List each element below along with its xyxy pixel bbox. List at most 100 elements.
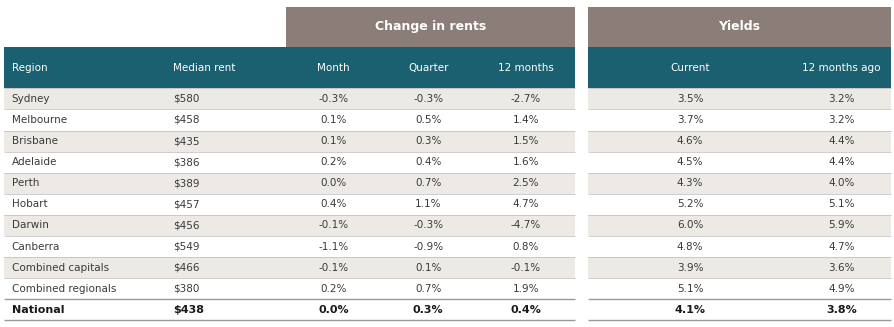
Text: -0.1%: -0.1% (318, 263, 348, 273)
Text: Change in rents: Change in rents (375, 21, 486, 33)
Text: -0.3%: -0.3% (413, 94, 443, 104)
Text: 4.4%: 4.4% (827, 157, 854, 167)
Text: 0.3%: 0.3% (412, 305, 443, 315)
Text: Quarter: Quarter (408, 63, 448, 73)
Bar (587, 152, 890, 173)
Bar (587, 88, 890, 110)
Text: Yields: Yields (718, 21, 759, 33)
Text: 1.6%: 1.6% (512, 157, 538, 167)
Bar (587, 173, 890, 194)
Text: Month: Month (316, 63, 350, 73)
Bar (575, 215, 587, 236)
Text: $458: $458 (173, 115, 199, 125)
Text: $580: $580 (173, 94, 198, 104)
Text: Darwin: Darwin (12, 220, 48, 231)
Bar (575, 278, 587, 299)
Bar (4, 278, 575, 299)
Text: 4.6%: 4.6% (676, 136, 703, 146)
Text: Sydney: Sydney (12, 94, 50, 104)
Text: 0.0%: 0.0% (317, 305, 349, 315)
Text: 0.5%: 0.5% (415, 115, 441, 125)
Bar (587, 194, 890, 215)
Bar (575, 194, 587, 215)
Bar (4, 194, 575, 215)
Text: 4.8%: 4.8% (676, 242, 703, 251)
Text: -4.7%: -4.7% (510, 220, 540, 231)
Text: 0.4%: 0.4% (320, 199, 346, 209)
Text: Median rent: Median rent (173, 63, 235, 73)
Bar (4, 215, 575, 236)
Text: 4.3%: 4.3% (676, 178, 703, 188)
Text: 6.0%: 6.0% (676, 220, 703, 231)
Bar (575, 152, 587, 173)
Text: $549: $549 (173, 242, 199, 251)
Text: 1.9%: 1.9% (512, 284, 538, 294)
Bar (587, 299, 890, 320)
Text: -0.9%: -0.9% (413, 242, 443, 251)
Text: 5.2%: 5.2% (676, 199, 703, 209)
Text: Canberra: Canberra (12, 242, 60, 251)
Text: $386: $386 (173, 157, 199, 167)
Text: 1.4%: 1.4% (512, 115, 538, 125)
Text: 4.1%: 4.1% (674, 305, 704, 315)
Bar (575, 7, 587, 47)
Text: 0.2%: 0.2% (320, 157, 346, 167)
Bar (575, 130, 587, 152)
Bar (4, 299, 575, 320)
Bar (286, 7, 575, 47)
Text: 4.5%: 4.5% (676, 157, 703, 167)
Text: $438: $438 (173, 305, 204, 315)
Text: -0.3%: -0.3% (318, 94, 348, 104)
Text: 1.1%: 1.1% (415, 199, 441, 209)
Text: Brisbane: Brisbane (12, 136, 57, 146)
Bar (4, 47, 575, 88)
Bar (587, 257, 890, 278)
Text: -0.3%: -0.3% (413, 220, 443, 231)
Bar (4, 257, 575, 278)
Text: Perth: Perth (12, 178, 39, 188)
Bar (587, 236, 890, 257)
Text: 12 months: 12 months (497, 63, 553, 73)
Text: 0.3%: 0.3% (415, 136, 441, 146)
Text: 0.1%: 0.1% (320, 136, 346, 146)
Bar (575, 299, 587, 320)
Text: $466: $466 (173, 263, 199, 273)
Text: National: National (12, 305, 64, 315)
Bar (4, 236, 575, 257)
Bar (587, 278, 890, 299)
Bar (4, 173, 575, 194)
Text: 3.7%: 3.7% (676, 115, 703, 125)
Text: 0.4%: 0.4% (510, 305, 541, 315)
Text: 1.5%: 1.5% (512, 136, 538, 146)
Text: -1.1%: -1.1% (318, 242, 348, 251)
Bar (587, 215, 890, 236)
Text: 4.0%: 4.0% (827, 178, 854, 188)
Text: 3.5%: 3.5% (676, 94, 703, 104)
Text: Combined regionals: Combined regionals (12, 284, 116, 294)
Text: Combined capitals: Combined capitals (12, 263, 109, 273)
Bar (4, 110, 575, 130)
Bar (575, 88, 587, 110)
Text: 3.9%: 3.9% (676, 263, 703, 273)
Text: -0.1%: -0.1% (510, 263, 540, 273)
Text: 0.1%: 0.1% (415, 263, 441, 273)
Text: Hobart: Hobart (12, 199, 47, 209)
Text: 0.7%: 0.7% (415, 178, 441, 188)
Bar (587, 110, 890, 130)
Text: 3.8%: 3.8% (825, 305, 856, 315)
Text: Current: Current (670, 63, 709, 73)
Text: 5.9%: 5.9% (827, 220, 854, 231)
Bar (4, 130, 575, 152)
Text: 12 months ago: 12 months ago (801, 63, 880, 73)
Text: $435: $435 (173, 136, 199, 146)
Bar (575, 173, 587, 194)
Bar (575, 47, 587, 88)
Text: Adelaide: Adelaide (12, 157, 57, 167)
Bar (4, 88, 575, 110)
Text: 4.4%: 4.4% (827, 136, 854, 146)
Bar (575, 257, 587, 278)
Text: $389: $389 (173, 178, 199, 188)
Text: 3.2%: 3.2% (827, 115, 854, 125)
Text: -0.1%: -0.1% (318, 220, 348, 231)
Bar (587, 47, 890, 88)
